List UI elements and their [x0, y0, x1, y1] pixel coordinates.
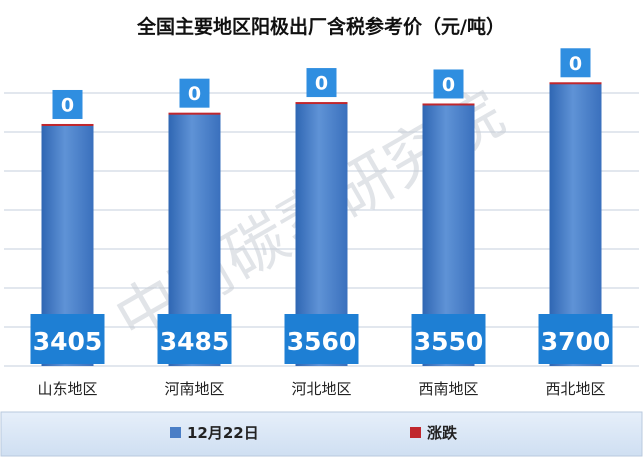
value-label-box-2	[157, 314, 232, 364]
change-marker-3	[295, 102, 348, 105]
change-label-box-4	[433, 69, 464, 99]
change-marker-1	[41, 123, 94, 126]
chart-title: 全国主要地区阳极出厂含税参考价（元/吨）	[136, 15, 505, 38]
value-label-box-3	[284, 314, 359, 364]
data-labels: 3405 0 3485 0 3560 0 3550 0 3700 0	[30, 48, 613, 364]
change-label-box-3	[306, 68, 337, 98]
legend: 12月22日 涨跌	[0, 411, 643, 457]
change-label-3: 0	[315, 73, 328, 95]
change-marker-2	[168, 112, 221, 115]
value-label-1: 3405	[33, 327, 103, 356]
legend-label-1: 12月22日	[187, 424, 259, 442]
value-label-3: 3560	[287, 327, 357, 356]
legend-label-2: 涨跌	[427, 424, 458, 442]
value-label-box-1	[30, 314, 105, 364]
change-label-2: 0	[188, 83, 201, 105]
x-tick-label-2: 河南地区	[164, 380, 224, 398]
x-tick-label-4: 西南地区	[418, 380, 478, 398]
x-tick-label-5: 西北地区	[545, 380, 605, 398]
change-label-box-2	[179, 78, 210, 108]
x-tick-label-1: 山东地区	[37, 380, 97, 398]
value-label-4: 3550	[414, 327, 484, 356]
legend-background	[0, 411, 643, 457]
value-label-2: 3485	[160, 327, 230, 356]
legend-swatch-2	[410, 427, 421, 438]
legend-swatch-1	[170, 427, 181, 438]
change-label-box-5	[560, 48, 591, 78]
value-label-5: 3700	[541, 327, 611, 356]
change-label-5: 0	[569, 53, 582, 75]
change-marker-4	[422, 103, 475, 106]
change-marker-5	[549, 82, 602, 85]
change-label-1: 0	[61, 94, 74, 116]
value-label-box-5	[538, 314, 613, 364]
change-label-box-1	[52, 89, 83, 119]
x-axis: 山东地区 河南地区 河北地区 西南地区 西北地区	[37, 380, 605, 398]
value-label-box-4	[411, 314, 486, 364]
change-label-4: 0	[442, 74, 455, 96]
x-tick-label-3: 河北地区	[291, 380, 351, 398]
